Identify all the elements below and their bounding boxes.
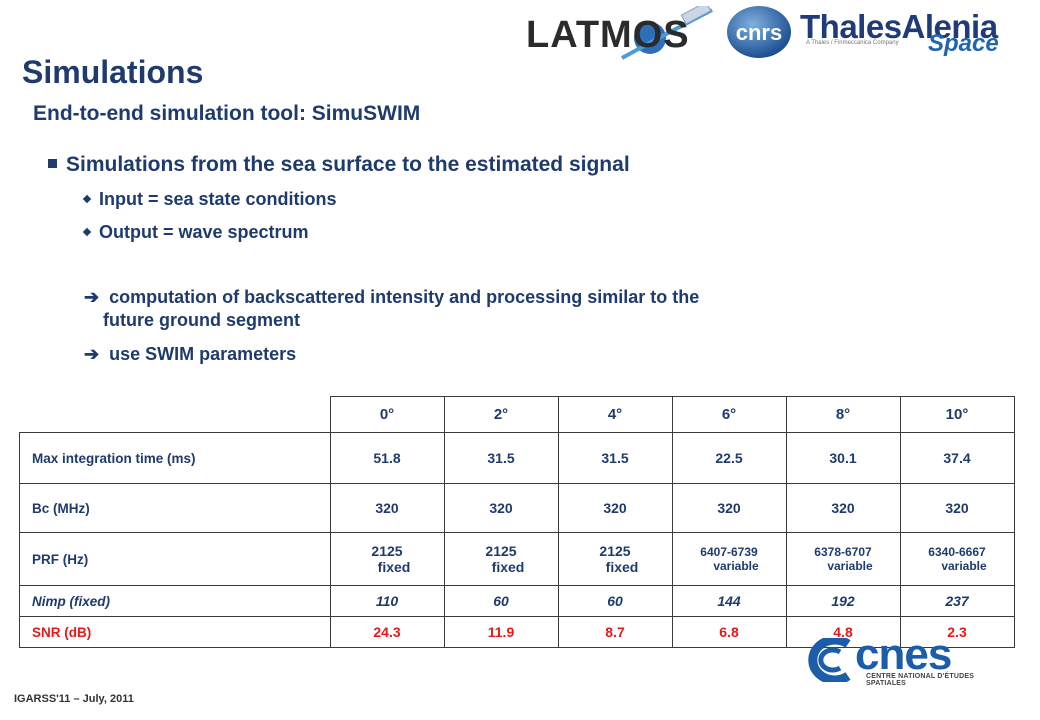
table-cell: 51.8: [329, 432, 445, 484]
thales-tagline: A Thales / Finmeccanica Company: [806, 40, 899, 46]
simulation-parameters-table: 0° 2° 4° 6° 8° 10° Max integration time …: [19, 396, 1015, 648]
slide-subtitle: End-to-end simulation tool: SimuSWIM: [33, 102, 421, 125]
table-header-row: 0° 2° 4° 6° 8° 10°: [20, 396, 1015, 433]
prf-mode: fixed: [377, 559, 411, 575]
prf-value: 2125: [599, 543, 631, 559]
prf-mode: fixed: [605, 559, 639, 575]
arrow-right-icon: ➔: [84, 344, 100, 364]
row-label: Bc (MHz): [19, 483, 331, 533]
table-cell: 237: [899, 585, 1015, 617]
prf-mode: variable: [827, 559, 873, 573]
table-cell: 6340-6667 variable: [899, 532, 1015, 586]
latmos-wordmark: LATMOS: [526, 14, 690, 56]
table-cell: 24.3: [329, 616, 445, 648]
cnes-wordmark: cnes: [855, 630, 952, 679]
table-cell: 320: [899, 483, 1015, 533]
table-cell: 31.5: [443, 432, 559, 484]
table-row-max-integration: Max integration time (ms) 51.8 31.5 31.5…: [19, 432, 1015, 484]
row-label: SNR (dB): [19, 616, 331, 648]
table-cell: 320: [785, 483, 901, 533]
thales-alenia-space-logo: ThalesAlenia A Thales / Finmeccanica Com…: [800, 8, 1030, 64]
cnes-logo: cnes CENTRE NATIONAL D'ÉTUDES SPATIALES: [800, 630, 1010, 690]
output-bullet: Output = wave spectrum: [82, 222, 309, 243]
arrow-item-computation: ➔ computation of backscattered intensity …: [84, 286, 924, 332]
table-cell: 320: [671, 483, 787, 533]
row-label: PRF (Hz): [19, 532, 331, 586]
footer-conference: IGARSS'11 – July, 2011: [14, 693, 134, 705]
header-cell: 0°: [329, 396, 445, 433]
arrow-right-icon: ➔: [84, 287, 100, 307]
arrow-item-text-line2: future ground segment: [103, 310, 300, 330]
prf-value: 6340-6667: [928, 545, 986, 559]
cnrs-wordmark: cnrs: [736, 20, 782, 45]
prf-mode: fixed: [491, 559, 525, 575]
header-cell: 2°: [443, 396, 559, 433]
table-cell: 60: [557, 585, 673, 617]
table-cell: 11.9: [443, 616, 559, 648]
table-cell: 144: [671, 585, 787, 617]
table-cell: 320: [329, 483, 445, 533]
table-cell: 6407-6739 variable: [671, 532, 787, 586]
slide-title: Simulations: [22, 54, 204, 90]
input-bullet: Input = sea state conditions: [82, 189, 337, 210]
prf-value: 6378-6707: [814, 545, 872, 559]
prf-value: 6407-6739: [700, 545, 758, 559]
prf-mode: variable: [713, 559, 759, 573]
table-row-bc: Bc (MHz) 320 320 320 320 320 320: [19, 483, 1015, 533]
diamond-bullet-icon: [82, 227, 92, 237]
square-bullet-icon: [48, 159, 57, 168]
header-cell: 10°: [899, 396, 1015, 433]
table-cell: 8.7: [557, 616, 673, 648]
header-cell: 6°: [671, 396, 787, 433]
arrow-item-swim: ➔ use SWIM parameters: [84, 343, 924, 366]
latmos-logo: LATMOS: [522, 6, 722, 64]
table-cell: 320: [443, 483, 559, 533]
cnrs-logo: cnrs: [725, 4, 795, 60]
table-corner: [20, 397, 331, 433]
header-cell: 4°: [557, 396, 673, 433]
prf-value: 2125: [485, 543, 517, 559]
row-label: Nimp (fixed): [19, 585, 331, 617]
table-cell: 2125 fixed: [329, 532, 445, 586]
table-cell: 2.3: [899, 616, 1015, 648]
diamond-bullet-icon: [82, 194, 92, 204]
table-cell: 22.5: [671, 432, 787, 484]
table-cell: 2125 fixed: [443, 532, 559, 586]
table-cell: 110: [329, 585, 445, 617]
main-bullet-text: Simulations from the sea surface to the …: [66, 153, 630, 176]
table-cell: 320: [557, 483, 673, 533]
table-cell: 60: [443, 585, 559, 617]
prf-value: 2125: [371, 543, 403, 559]
input-bullet-text: Input = sea state conditions: [99, 189, 337, 209]
prf-mode: variable: [941, 559, 987, 573]
row-label: Max integration time (ms): [19, 432, 331, 484]
table-cell: 31.5: [557, 432, 673, 484]
table-row-snr: SNR (dB) 24.3 11.9 8.7 6.8 4.8 2.3: [19, 616, 1015, 648]
table-cell: 6378-6707 variable: [785, 532, 901, 586]
arrow-item-text-line1: computation of backscattered intensity a…: [109, 287, 700, 307]
output-bullet-text: Output = wave spectrum: [99, 222, 309, 242]
table-cell: 6.8: [671, 616, 787, 648]
arrow-item-swim-text: use SWIM parameters: [109, 344, 297, 364]
header-cell: 8°: [785, 396, 901, 433]
table-cell: 192: [785, 585, 901, 617]
table-cell: 37.4: [899, 432, 1015, 484]
thales-space-word: Space: [928, 30, 999, 57]
main-bullet: Simulations from the sea surface to the …: [48, 153, 630, 177]
cnes-subtitle: CENTRE NATIONAL D'ÉTUDES SPATIALES: [866, 673, 975, 687]
thales-wordmark: ThalesAlenia: [800, 8, 998, 45]
table-cell: 30.1: [785, 432, 901, 484]
table-row-prf: PRF (Hz) 2125 fixed 2125 fixed 2125 fixed 6…: [19, 532, 1015, 586]
table-cell: 2125 fixed: [557, 532, 673, 586]
table-row-nimp: Nimp (fixed) 110 60 60 144 192 237: [19, 585, 1015, 617]
